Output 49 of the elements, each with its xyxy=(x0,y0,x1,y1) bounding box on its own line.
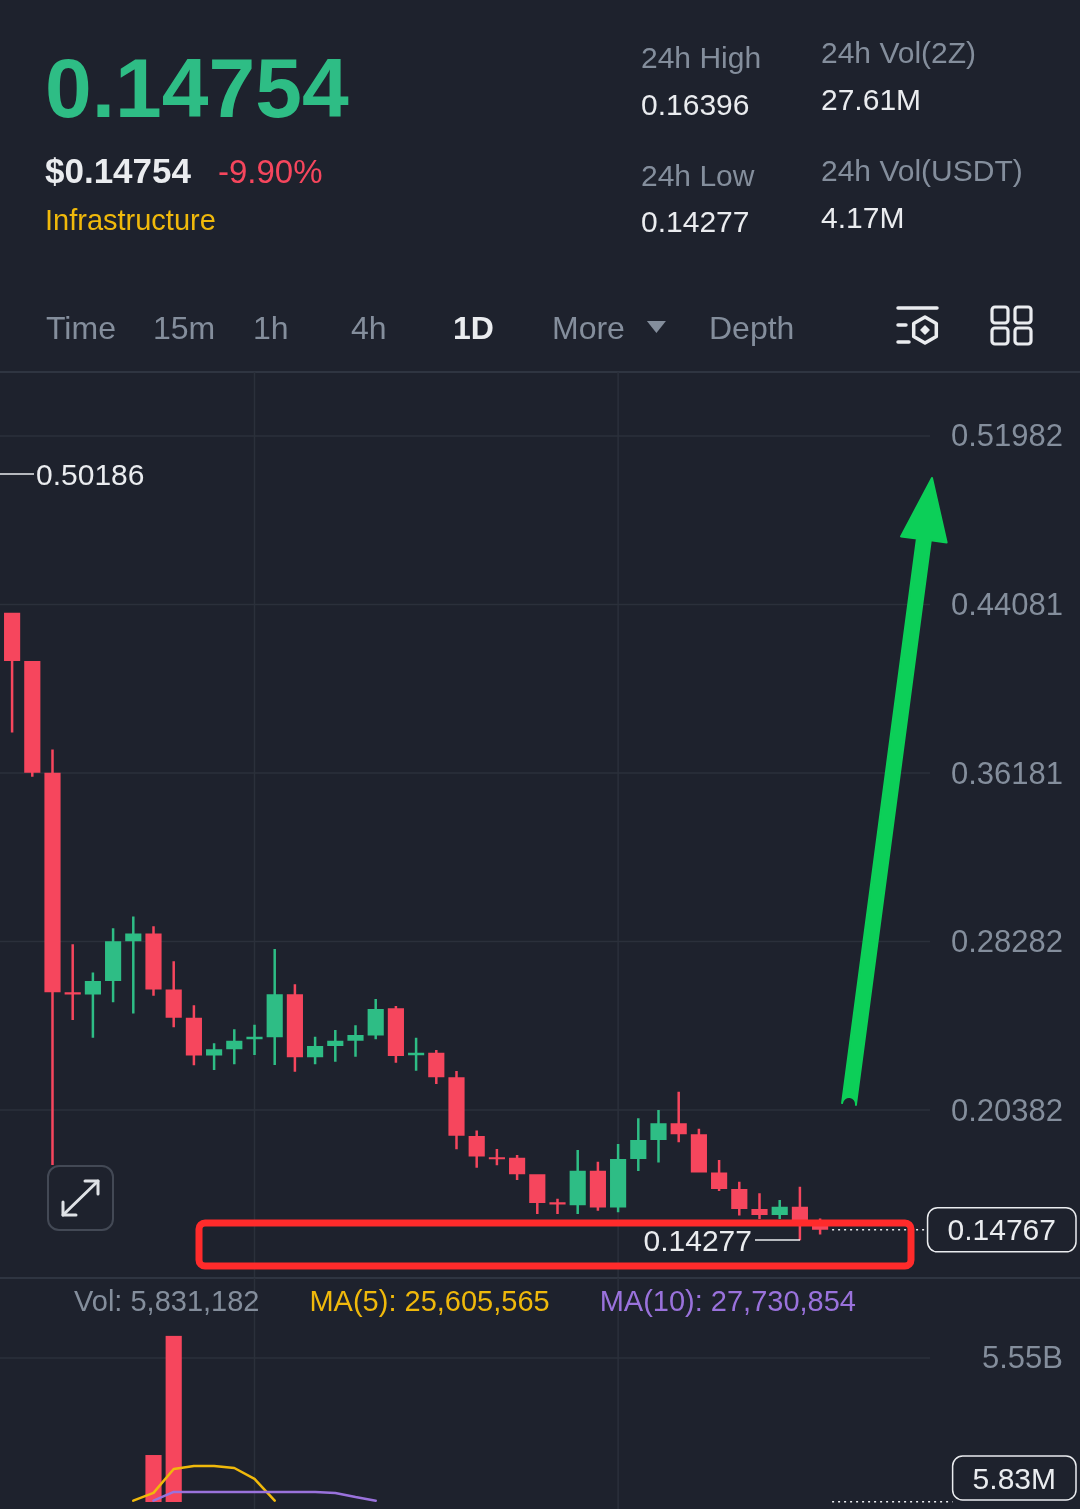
text: 1D xyxy=(453,310,494,346)
candlestick xyxy=(266,949,283,1066)
y-tick-label: 0.28282 xyxy=(950,924,1063,960)
ref-line-label: 0.14767 xyxy=(947,1213,1057,1247)
text: -9.90% xyxy=(218,153,323,190)
text: More xyxy=(552,310,625,346)
y-tick-label: 0.36181 xyxy=(950,755,1063,791)
text: $0.14754 xyxy=(45,151,192,190)
text: Infrastructure xyxy=(45,204,216,236)
text: MA(10): 27,730,854 xyxy=(599,1285,856,1317)
text: 0.14754 xyxy=(45,41,349,135)
text: 4.17M xyxy=(821,201,905,234)
candlestick xyxy=(630,1118,647,1171)
y-tick-label: 0.20382 xyxy=(950,1092,1063,1128)
text: 4h xyxy=(351,310,387,346)
annotation: 0.14277 xyxy=(643,1223,752,1257)
text: Time xyxy=(46,310,116,346)
candlestick xyxy=(125,916,142,1014)
candlestick xyxy=(751,1193,768,1219)
text: MA(5): 25,605,565 xyxy=(309,1285,550,1317)
y-tick-label: 5.55B xyxy=(981,1340,1063,1376)
candlestick xyxy=(44,749,61,1165)
text: 24h Vol(USDT) xyxy=(821,154,1023,187)
ref-line-label: 5.83M xyxy=(972,1461,1057,1495)
text: 24h High xyxy=(641,41,762,74)
candlestick xyxy=(165,961,182,1028)
text: 15m xyxy=(153,310,216,346)
candlestick xyxy=(226,1029,243,1065)
candlestick xyxy=(145,926,162,996)
text: Depth xyxy=(709,310,795,346)
candlestick xyxy=(347,1025,364,1057)
candlestick xyxy=(64,944,81,1021)
candlestick xyxy=(650,1110,667,1163)
annotation: 0.50186 xyxy=(36,457,145,491)
text: 0.14277 xyxy=(641,205,750,238)
text: 1h xyxy=(253,310,289,346)
y-tick-label: 0.51982 xyxy=(950,418,1063,454)
candlestick xyxy=(549,1198,566,1214)
candlestick xyxy=(468,1130,485,1168)
candlestick xyxy=(327,1030,344,1062)
y-tick-label: 0.44081 xyxy=(950,587,1063,623)
candlestick xyxy=(246,1024,263,1056)
text: 27.61M xyxy=(821,83,922,116)
text: 24h Low xyxy=(641,159,755,192)
candlestick xyxy=(448,1071,465,1150)
text: 0.16396 xyxy=(641,88,750,121)
candlestick xyxy=(670,1091,687,1143)
text: 24h Vol(2Z) xyxy=(821,36,977,69)
annotation: Vol: 5,831,182 xyxy=(74,1285,260,1317)
